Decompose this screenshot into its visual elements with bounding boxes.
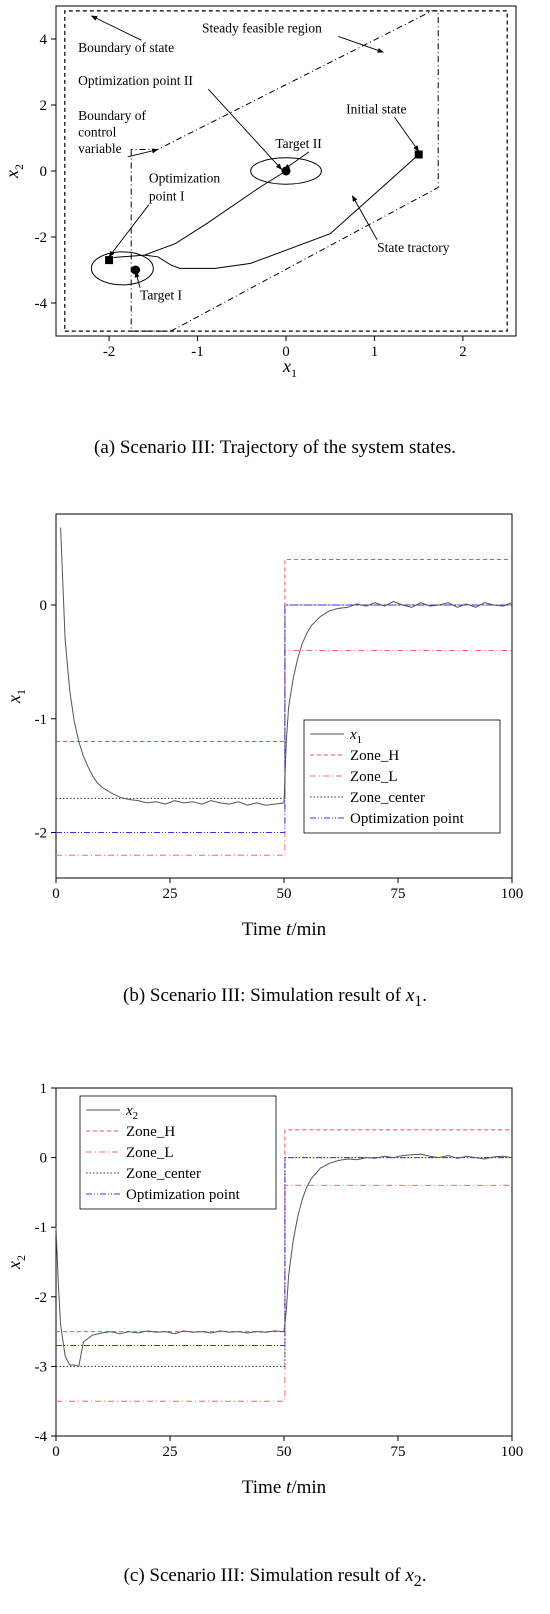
c-legend: x2 Zone_H Zone_L Zone_center Optimization po… — [80, 1096, 276, 1209]
x2-chart: 0 25 50 75 100 -4 -3 -2 -1 0 1 Time t/min x2 x2 Zone_H… — [0, 1080, 550, 1550]
b-xtick-label: 0 — [52, 886, 60, 902]
annotation-label: Initial state — [346, 101, 406, 116]
b-xtick-label: 50 — [277, 886, 292, 902]
initial-state-marker — [415, 151, 423, 159]
a-ytick-label: 4 — [40, 32, 48, 48]
b-ytick-label: -2 — [35, 826, 48, 842]
annotation-label: State tractory — [377, 240, 450, 255]
a-y-axis-label: x2 — [2, 164, 26, 179]
annotation-label: Boundary of state — [78, 40, 174, 55]
c-ytick-label: -2 — [35, 1290, 48, 1306]
a-ytick-label: 0 — [40, 164, 48, 180]
caption-b: (b) Scenario III: Simulation result of x… — [0, 985, 550, 1011]
caption-c-suffix: . — [422, 1565, 427, 1586]
b-ytick-label: -1 — [35, 712, 48, 728]
a-ytick-label: -2 — [35, 230, 48, 246]
annotation-arrow — [136, 272, 140, 288]
c-xtick-label: 100 — [501, 1444, 524, 1460]
caption-c-sub: 2 — [414, 1573, 422, 1590]
c-xtick-label: 0 — [52, 1444, 60, 1460]
b-legend-label: Zone_H — [350, 748, 399, 764]
annotation-arrow — [208, 89, 281, 169]
c-legend-label: Zone_center — [126, 1166, 201, 1182]
c-legend-label: Zone_H — [126, 1124, 175, 1140]
caption-c-text: (c) Scenario III: Simulation result of — [124, 1565, 406, 1586]
b-y-axis-label: x1 — [4, 689, 28, 704]
b-xtick-label: 25 — [163, 886, 178, 902]
caption-c-var: x — [405, 1565, 413, 1586]
b-ytick-label: 0 — [40, 598, 48, 614]
annotation-label: Optimization — [149, 171, 220, 186]
trajectory-chart: -2 -1 0 1 2 -4 -2 0 2 4 x1 x2 Steady feasible region… — [0, 0, 550, 430]
caption-a: (a) Scenario III: Trajectory of the syst… — [0, 437, 550, 459]
annotation-label: point I — [149, 189, 185, 204]
b-legend-label: Zone_center — [350, 790, 425, 806]
a-xtick-label: 2 — [459, 344, 467, 360]
c-ytick-label: 0 — [40, 1151, 48, 1167]
annotation-label: variable — [78, 141, 121, 156]
b-legend-label: Optimization point — [350, 811, 465, 827]
annotation-label: Steady feasible region — [202, 20, 322, 35]
a-x-axis-label: x1 — [282, 356, 297, 380]
c-xtick-label: 50 — [277, 1444, 292, 1460]
c-xtick-label: 25 — [163, 1444, 178, 1460]
figure-b: 0 25 50 75 100 -2 -1 0 Time t/min x1 x1 Zone_H Zone_… — [0, 500, 550, 1060]
figure-a: -2 -1 0 1 2 -4 -2 0 2 4 x1 x2 Steady feasible region… — [0, 0, 550, 480]
a-ytick-label: -4 — [35, 296, 48, 312]
annotation-arrow — [128, 150, 158, 157]
caption-c: (c) Scenario III: Simulation result of x… — [0, 1565, 550, 1591]
annotation-arrow — [109, 205, 149, 257]
b-legend-label: Zone_L — [350, 769, 397, 785]
b-x-axis-label: Time t/min — [242, 919, 327, 940]
c-ytick-label: 1 — [40, 1081, 48, 1097]
caption-a-text: (a) Scenario III: Trajectory of the syst… — [94, 437, 456, 458]
annotation-label: Optimization point II — [78, 73, 193, 88]
annotation-label: Target I — [140, 288, 182, 303]
annotation-arrow — [395, 117, 419, 151]
a-xtick-label: 1 — [371, 344, 379, 360]
c-ytick-label: -1 — [35, 1220, 48, 1236]
annotation-arrow — [91, 16, 141, 40]
a-ytick-label: 2 — [40, 98, 48, 114]
b-xtick-label: 75 — [391, 886, 406, 902]
x1-chart: 0 25 50 75 100 -2 -1 0 Time t/min x1 x1 Zone_H Zone_… — [0, 500, 550, 970]
annotation-label: control — [78, 124, 116, 139]
c-y-axis-label: x2 — [4, 1255, 28, 1270]
figure-c: 0 25 50 75 100 -4 -3 -2 -1 0 1 Time t/min x2 x2 Zone_H… — [0, 1080, 550, 1614]
a-xtick-label: -2 — [103, 344, 116, 360]
c-x-axis-label: Time t/min — [242, 1477, 327, 1498]
optimization-point-I-marker — [105, 256, 113, 264]
caption-b-text: (b) Scenario III: Simulation result of — [123, 985, 406, 1006]
a-xtick-label: -1 — [191, 344, 204, 360]
annotation-arrow — [284, 152, 309, 169]
c-ytick-label: -4 — [35, 1429, 48, 1445]
b-xtick-label: 100 — [501, 886, 524, 902]
annotation-label: Boundary of — [78, 108, 146, 123]
caption-b-suffix: . — [422, 985, 427, 1006]
annotation-label: Target II — [275, 136, 322, 151]
b-series-zone-h — [56, 560, 512, 742]
c-legend-label: Zone_L — [126, 1145, 173, 1161]
b-legend: x1 Zone_H Zone_L Zone_center Optimization po… — [304, 720, 500, 833]
c-legend-label: Optimization point — [126, 1187, 241, 1203]
c-series-zone-l — [56, 1185, 512, 1401]
c-ytick-label: -3 — [35, 1359, 48, 1375]
c-xtick-label: 75 — [391, 1444, 406, 1460]
